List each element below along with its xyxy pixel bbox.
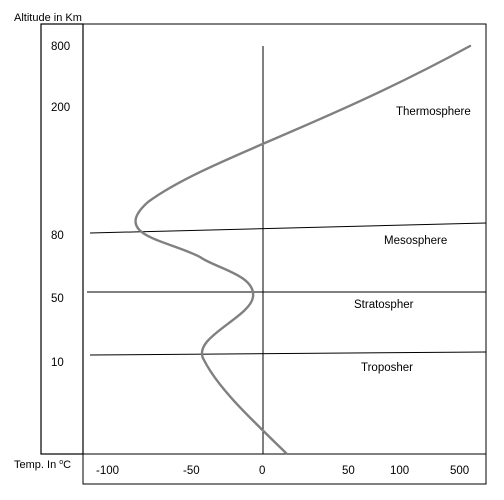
y-tick-label: 800 bbox=[51, 41, 70, 53]
x-tick-label: -50 bbox=[183, 465, 200, 477]
tropopause-boundary bbox=[89, 351, 487, 356]
x-tick-label: -100 bbox=[96, 465, 119, 477]
x-tick-label: 0 bbox=[259, 465, 265, 477]
y-tick-label: 200 bbox=[51, 102, 70, 114]
x-axis-title: Temp. In oC bbox=[14, 459, 71, 471]
layer-label-troposphere: Troposher bbox=[361, 362, 413, 374]
y-tick-label: 50 bbox=[51, 293, 64, 305]
temperature-profile-curve bbox=[134, 44, 472, 455]
y-tick-label: 10 bbox=[51, 357, 64, 369]
layer-label-stratosphere: Stratospher bbox=[354, 299, 414, 311]
y-tick-label: 80 bbox=[51, 230, 64, 242]
x-tick-label: 100 bbox=[390, 465, 409, 477]
mesopause-boundary bbox=[89, 222, 487, 234]
y-axis-title: Altitude in Km bbox=[14, 12, 82, 24]
x-tick-label: 50 bbox=[342, 465, 355, 477]
temperature-axis-box bbox=[82, 453, 487, 485]
x-tick-label: 500 bbox=[450, 465, 469, 477]
layer-label-mesosphere: Mesosphere bbox=[384, 235, 447, 247]
layer-label-thermosphere: Thermosphere bbox=[396, 106, 471, 118]
